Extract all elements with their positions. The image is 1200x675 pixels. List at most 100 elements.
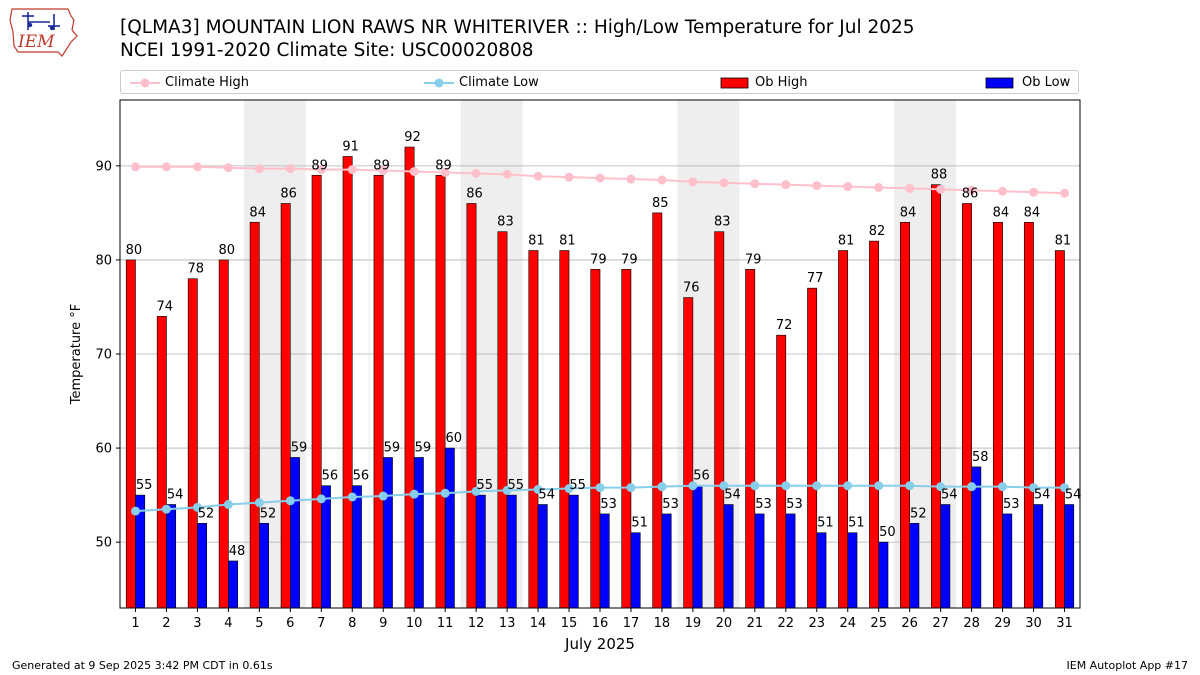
climate-high-point [192, 162, 202, 172]
climate-low-point [409, 489, 419, 499]
ob-high-label: 72 [776, 318, 793, 333]
ob-low-label: 51 [848, 516, 865, 531]
climate-high-point [657, 175, 667, 185]
ob-low-bar [1002, 513, 1013, 609]
ob-low-bar [630, 532, 641, 609]
climate-high-point [378, 166, 388, 176]
ob-high-label: 88 [931, 168, 948, 183]
climate-low-point [595, 483, 605, 493]
ob-low-label: 51 [817, 516, 834, 531]
ob-low-label: 53 [600, 497, 617, 512]
x-tick-label: 4 [224, 616, 232, 631]
ob-high-bar [559, 250, 570, 609]
climate-low-point [1029, 483, 1039, 493]
climate-low-point [471, 486, 481, 496]
ob-low-label: 59 [415, 440, 432, 455]
x-tick-label: 20 [716, 616, 733, 631]
ob-high-label: 76 [683, 281, 700, 296]
ob-high-bar [621, 269, 632, 609]
legend-label-ob-low: Ob Low [1022, 75, 1071, 90]
ob-high-bar [187, 278, 198, 609]
climate-low-point [192, 502, 202, 512]
climate-low-point [905, 481, 915, 491]
ob-high-bar [280, 203, 291, 609]
ob-low-bar [166, 504, 177, 609]
x-tick-label: 13 [499, 616, 516, 631]
climate-low-point [502, 485, 512, 495]
y-tick-label: 50 [95, 536, 112, 551]
generated-timestamp: Generated at 9 Sep 2025 3:42 PM CDT in 0… [12, 659, 273, 672]
legend-item-climate-high: Climate High [129, 74, 289, 92]
x-tick-label: 11 [437, 616, 454, 631]
climate-low-point [688, 481, 698, 491]
climate-low-point [223, 500, 233, 510]
ob-high-bar [683, 297, 694, 609]
ob-low-label: 50 [879, 525, 896, 540]
climate-high-point [719, 178, 729, 188]
ob-low-label: 55 [136, 478, 153, 493]
climate-high-point [316, 165, 326, 175]
climate-high-point [967, 185, 977, 195]
climate-low-point [719, 481, 729, 491]
ob-high-label: 82 [869, 224, 886, 239]
ob-low-bar [475, 494, 486, 609]
ob-low-bar [692, 485, 703, 609]
ob-low-bar [382, 457, 393, 609]
ob-low-bar [506, 494, 517, 609]
climate-high-point [254, 164, 264, 174]
ob-low-label: 58 [972, 450, 989, 465]
ob-high-label: 91 [342, 139, 359, 154]
ob-high-label: 81 [1055, 234, 1072, 249]
ob-low-bar [413, 457, 424, 609]
ob-low-label: 53 [786, 497, 803, 512]
climate-high-point [874, 182, 884, 192]
ob-high-label: 86 [466, 186, 483, 201]
ob-high-label: 78 [188, 262, 205, 277]
ob-low-bar [351, 485, 362, 609]
y-tick-label: 90 [95, 159, 112, 174]
ob-low-bar [599, 513, 610, 609]
ob-high-bar [218, 259, 229, 609]
ob-high-label: 83 [497, 215, 514, 230]
ob-low-label: 59 [291, 440, 308, 455]
ob-high-bar [373, 174, 384, 609]
ob-low-label: 54 [1034, 488, 1051, 503]
ob-low-label: 53 [755, 497, 772, 512]
climate-low-point [316, 494, 326, 504]
ob-low-bar [785, 513, 796, 609]
legend-item-ob-low: Ob Low [984, 74, 1076, 92]
ob-high-label: 86 [962, 186, 979, 201]
ob-high-label: 84 [249, 205, 266, 220]
climate-low-point [998, 482, 1008, 492]
ob-high-bar [807, 287, 818, 609]
x-tick-label: 28 [963, 616, 980, 631]
legend-label-ob-high: Ob High [755, 75, 808, 90]
climate-high-point [843, 182, 853, 192]
ob-low-label: 51 [631, 516, 648, 531]
climate-high-point [285, 164, 295, 174]
climate-high-point [409, 166, 419, 176]
chart-subtitle: NCEI 1991-2020 Climate Site: USC00020808 [120, 40, 534, 61]
ob-high-label: 81 [528, 234, 545, 249]
chart-title: [QLMA3] MOUNTAIN LION RAWS NR WHITERIVER… [120, 17, 915, 38]
ob-high-label: 79 [621, 252, 638, 267]
ob-high-label: 74 [157, 299, 174, 314]
ob-low-bar [259, 523, 269, 609]
x-axis-label: July 2025 [564, 635, 635, 653]
ob-low-label: 54 [167, 488, 184, 503]
ob-low-label: 55 [477, 478, 494, 493]
climate-low-point [626, 483, 636, 493]
ob-high-bar [590, 269, 601, 609]
climate-high-point [688, 177, 698, 187]
ob-high-bar [1054, 250, 1065, 609]
legend-item-climate-low: Climate Low [423, 74, 583, 92]
ob-high-label: 77 [807, 271, 824, 286]
ob-low-label: 54 [538, 488, 555, 503]
x-tick-label: 24 [839, 616, 856, 631]
ob-low-bar [537, 504, 548, 609]
x-tick-label: 9 [379, 616, 387, 631]
ob-high-bar [156, 316, 167, 609]
x-tick-label: 15 [561, 616, 578, 631]
x-tick-label: 8 [348, 616, 356, 631]
x-tick-label: 22 [778, 616, 795, 631]
